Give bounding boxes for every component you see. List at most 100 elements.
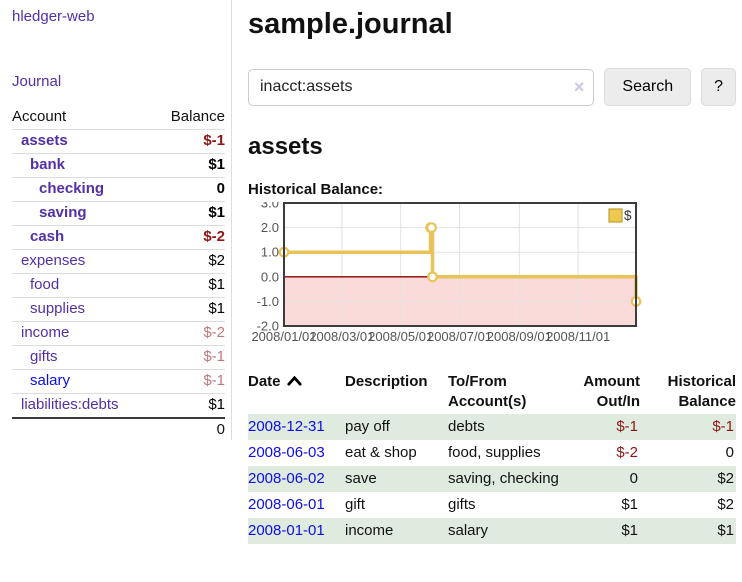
page-title: sample.journal (248, 8, 453, 40)
date-column-header[interactable]: Date (248, 372, 345, 412)
register-row: 2008-06-02 save saving, checking 0 $2 (248, 466, 736, 492)
transaction-accounts: saving, checking (448, 470, 559, 487)
accounts-column-header: To/From Account(s) (448, 373, 527, 410)
svg-text:3.0: 3.0 (261, 202, 279, 211)
description-column-header: Description (345, 373, 428, 390)
account-row: salary $-1 (12, 369, 225, 393)
account-link[interactable]: cash (30, 228, 65, 245)
register-row: 2008-01-01 income salary $1 $1 (248, 518, 736, 544)
svg-text:-1.0: -1.0 (257, 294, 279, 309)
account-heading: assets (248, 133, 323, 160)
svg-text:2008/03/01: 2008/03/01 (309, 329, 374, 344)
transaction-balance: $1 (717, 522, 734, 539)
account-balance: $-1 (203, 372, 225, 389)
transaction-description: income (345, 522, 394, 539)
register-row: 2008-06-01 gift gifts $1 $2 (248, 492, 736, 518)
register-table: Date Description To/From Account(s) Amou… (248, 372, 736, 544)
transaction-date-link[interactable]: 2008-01-01 (248, 522, 325, 539)
account-row: cash $-2 (12, 225, 225, 249)
clear-search-icon[interactable]: × (573, 76, 585, 97)
transaction-amount: $-1 (616, 418, 638, 435)
transaction-description: eat & shop (345, 444, 417, 461)
account-link[interactable]: supplies (30, 300, 86, 317)
svg-text:2008/01/01: 2008/01/01 (251, 329, 316, 344)
svg-text:2.0: 2.0 (261, 220, 279, 235)
balance-column-header-main: Historical Balance (667, 373, 736, 410)
sidebar: hledger-web Journal Account Balance asse… (0, 0, 232, 440)
transaction-accounts: gifts (448, 496, 476, 513)
transaction-amount: $1 (621, 496, 638, 513)
account-balance: $-2 (203, 228, 225, 245)
register-table-header: Date Description To/From Account(s) Amou… (248, 372, 736, 412)
account-link[interactable]: saving (39, 204, 87, 221)
transaction-amount: $-2 (616, 444, 638, 461)
svg-text:2008/09/01: 2008/09/01 (487, 329, 552, 344)
account-balance: $2 (208, 252, 225, 269)
account-balance: $1 (208, 396, 225, 413)
account-balance: $1 (208, 204, 225, 221)
transaction-amount: 0 (629, 470, 638, 487)
account-link[interactable]: salary (30, 372, 71, 389)
account-link[interactable]: expenses (21, 252, 86, 269)
account-link[interactable]: bank (30, 156, 66, 173)
search-button[interactable]: Search (604, 68, 692, 106)
help-button[interactable]: ? (701, 68, 736, 106)
account-link[interactable]: assets (21, 132, 68, 149)
account-row: bank $1 (12, 153, 225, 177)
account-column-header: Account (12, 108, 67, 125)
account-balance: $1 (208, 300, 225, 317)
transaction-accounts: debts (448, 418, 485, 435)
accounts-total-row: 0 (12, 417, 225, 441)
register-rows: 2008-12-31 pay off debts $-1 $-1 2008-06-03 ea… (248, 414, 736, 544)
account-row: assets $-1 (12, 129, 225, 153)
account-link[interactable]: food (30, 276, 60, 293)
accounts-table-header: Account Balance (12, 105, 225, 129)
account-link[interactable]: liabilities:debts (21, 396, 119, 413)
account-row: supplies $1 (12, 297, 225, 321)
balance-column-header: Balance (170, 108, 225, 125)
svg-text:0.0: 0.0 (261, 269, 279, 284)
account-balance: $-1 (203, 132, 225, 149)
account-balance: 0 (216, 180, 225, 197)
chart-heading: Historical Balance: (248, 181, 384, 198)
transaction-date-link[interactable]: 2008-12-31 (248, 418, 325, 435)
transaction-balance: $2 (717, 470, 734, 487)
account-link[interactable]: checking (39, 180, 105, 197)
transaction-date-link[interactable]: 2008-06-02 (248, 470, 325, 487)
accounts-total-value: 0 (216, 421, 225, 438)
search-input[interactable] (248, 68, 595, 106)
account-rows: assets $-1 bank $1 checking 0 saving $1 cash $-2 e… (12, 129, 225, 417)
historical-balance-chart: $3.0 2.0 1.0 0.0 -1.0 -2.0 2008/01/01 2008/03/0… (248, 196, 736, 356)
transaction-balance: 0 (725, 444, 734, 461)
svg-text:2008/05/01: 2008/05/01 (368, 329, 433, 344)
transaction-balance: $-1 (712, 418, 734, 435)
sort-asc-icon (286, 372, 302, 392)
account-row: expenses $2 (12, 249, 225, 273)
account-link[interactable]: income (21, 324, 70, 341)
chart-svg: $3.0 2.0 1.0 0.0 -1.0 -2.02008/01/012008/03/0… (251, 196, 642, 344)
search-form: × Search ? (248, 68, 736, 106)
transaction-date-link[interactable]: 2008-06-01 (248, 496, 325, 513)
svg-text:-2.0: -2.0 (257, 319, 279, 334)
transaction-amount: $1 (621, 522, 638, 539)
account-row: saving $1 (12, 201, 225, 225)
transaction-description: save (345, 470, 377, 487)
account-balance: $-1 (203, 348, 225, 365)
transaction-accounts: salary (448, 522, 489, 539)
accounts-table: Account Balance assets $-1 bank $1 checking 0… (12, 105, 225, 441)
account-row: checking 0 (12, 177, 225, 201)
account-balance: $1 (208, 156, 225, 173)
account-balance: $1 (208, 276, 225, 293)
transaction-date-link[interactable]: 2008-06-03 (248, 444, 325, 461)
account-row: gifts $-1 (12, 345, 225, 369)
transaction-balance: $2 (717, 496, 734, 513)
svg-text:1.0: 1.0 (261, 245, 279, 260)
amount-column-header: Amount Out/In (583, 373, 640, 410)
total-spacer (12, 419, 217, 441)
account-link[interactable]: gifts (30, 348, 58, 365)
svg-text:2008/11/01: 2008/11/01 (546, 329, 610, 344)
transaction-description: pay off (345, 418, 390, 435)
app-title-link[interactable]: hledger-web (12, 8, 95, 25)
svg-text:2008/07/01: 2008/07/01 (427, 329, 492, 344)
sidebar-item-journal[interactable]: Journal (12, 73, 62, 90)
